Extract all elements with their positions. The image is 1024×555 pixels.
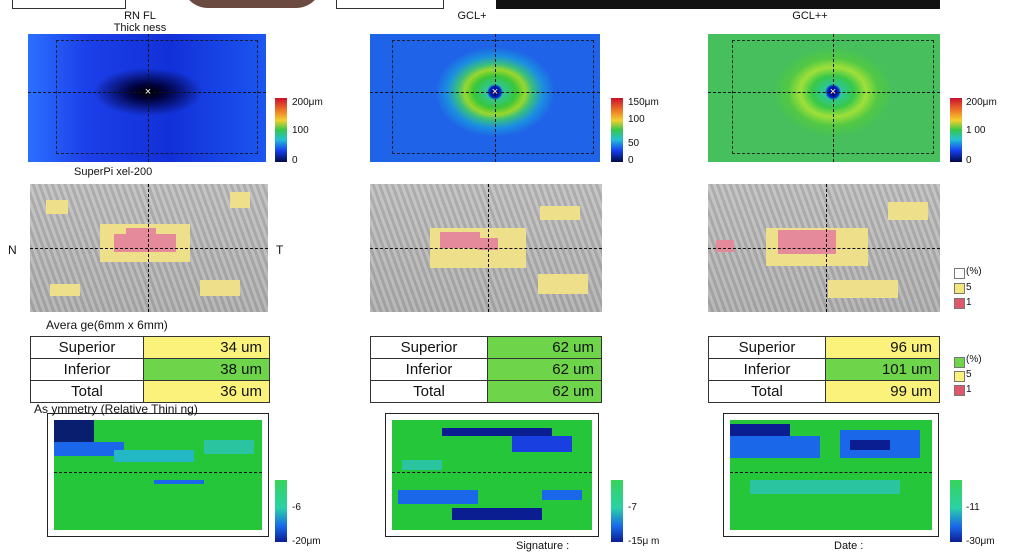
table-label: Superior (370, 336, 488, 359)
header-box-left (12, 0, 126, 9)
gclpp-asym-scale (950, 480, 962, 542)
legend-5: 5 (966, 282, 972, 293)
table-label: Total (370, 380, 488, 403)
rnfl-asym-scale (275, 480, 287, 542)
gclpp-color-scale (950, 98, 962, 162)
temporal-label: T (276, 243, 284, 257)
average-heading: Avera ge(6mm x 6mm) (46, 318, 168, 332)
header-dark-bar (496, 0, 940, 9)
rnfl-asym-scale-mid: -6 (292, 502, 301, 513)
date-label: Date : (834, 540, 864, 552)
table-legend-1: 1 (966, 384, 972, 395)
fovea-center-marker: × (829, 86, 837, 98)
table-value: 38 um (143, 358, 270, 381)
gclpp-scale-mid: 1 00 (966, 125, 986, 136)
legend-1: 1 (966, 297, 972, 308)
fovea-center-marker: × (144, 86, 152, 98)
gcl-asym-scale (611, 480, 623, 542)
legend-red-swatch (954, 298, 965, 309)
gcl-thickness-map: × (370, 34, 600, 162)
table-value: 34 um (143, 336, 270, 359)
table-value: 101 um (825, 358, 940, 381)
table-label: Inferior (30, 358, 144, 381)
rnfl-map-subtitle: SuperPi xel-200 (74, 166, 153, 178)
table-value: 36 um (143, 380, 270, 403)
table-legend-5: 5 (966, 369, 972, 380)
rnfl-title-line1: RN FL (124, 10, 156, 22)
table-value: 96 um (825, 336, 940, 359)
gcl-asymmetry-map (385, 413, 599, 537)
legend-normal-swatch (954, 268, 965, 279)
table-value: 99 um (825, 380, 940, 403)
table-legend-yellow-swatch (954, 371, 965, 382)
gclpp-scale-max: 200μm (966, 97, 997, 108)
gclpp-thickness-map: × (708, 34, 940, 162)
rnfl-thickness-map: × (28, 34, 266, 162)
gcl-title-text: GCL+ (457, 10, 487, 22)
gclpp-asymmetry-map (723, 413, 939, 537)
rnfl-scale-mid: 100 (292, 125, 309, 136)
header-box-mid (336, 0, 444, 9)
gcl-average-table: Superior 62 um Inferior 62 um Total 62 um (370, 336, 602, 403)
asymmetry-heading: As ymmetry (Relative Thini ng) (34, 402, 198, 416)
gcl-asym-scale-mid: -7 (628, 502, 637, 513)
rnfl-asymmetry-map (47, 413, 269, 537)
table-label: Total (30, 380, 144, 403)
gclpp-scale-min: 0 (966, 155, 972, 166)
gcl-scale-max: 150μm (628, 97, 659, 108)
table-label: Total (708, 380, 826, 403)
gcl-color-scale (611, 98, 623, 162)
gclpp-asym-scale-min: -30μm (966, 536, 995, 547)
gcl-scale-min: 0 (628, 155, 634, 166)
table-legend-percent: (%) (966, 354, 982, 365)
table-value: 62 um (487, 358, 602, 381)
gclpp-average-table: Superior 96 um Inferior 101 um Total 99 um (708, 336, 940, 403)
fovea-center-marker: × (491, 86, 499, 98)
legend-percent: (%) (966, 266, 982, 277)
table-legend-green-swatch (954, 357, 965, 368)
table-label: Superior (708, 336, 826, 359)
table-label: Inferior (708, 358, 826, 381)
rnfl-color-scale (275, 98, 287, 162)
gcl-deviation-map (370, 184, 602, 312)
table-label: Inferior (370, 358, 488, 381)
gcl-asym-scale-min: -15μ m (628, 536, 660, 547)
rnfl-deviation-map (30, 184, 268, 312)
header-logo-fragment (182, 0, 322, 8)
table-value: 62 um (487, 336, 602, 359)
table-value: 62 um (487, 380, 602, 403)
gclpp-asym-scale-mid: -11 (966, 502, 980, 513)
rnfl-title-line2: Thick ness (113, 22, 167, 34)
nasal-label: N (8, 243, 17, 257)
gclpp-title-text: GCL++ (792, 10, 828, 22)
rnfl-scale-max: 200μm (292, 97, 323, 108)
gcl-scale-50: 50 (628, 138, 640, 149)
rnfl-title: RN FL Thick ness (80, 10, 200, 34)
gcl-title: GCL+ (432, 10, 512, 22)
table-legend-red-swatch (954, 385, 965, 396)
legend-yellow-swatch (954, 283, 965, 294)
gclpp-title: GCL++ (770, 10, 850, 22)
signature-label: Signature : (516, 540, 570, 552)
rnfl-average-table: Superior 34 um Inferior 38 um Total 36 um (30, 336, 270, 403)
table-label: Superior (30, 336, 144, 359)
rnfl-asym-scale-min: -20μm (292, 536, 321, 547)
rnfl-scale-min: 0 (292, 155, 298, 166)
gclpp-deviation-map (708, 184, 940, 312)
gcl-scale-100: 100 (628, 114, 645, 125)
